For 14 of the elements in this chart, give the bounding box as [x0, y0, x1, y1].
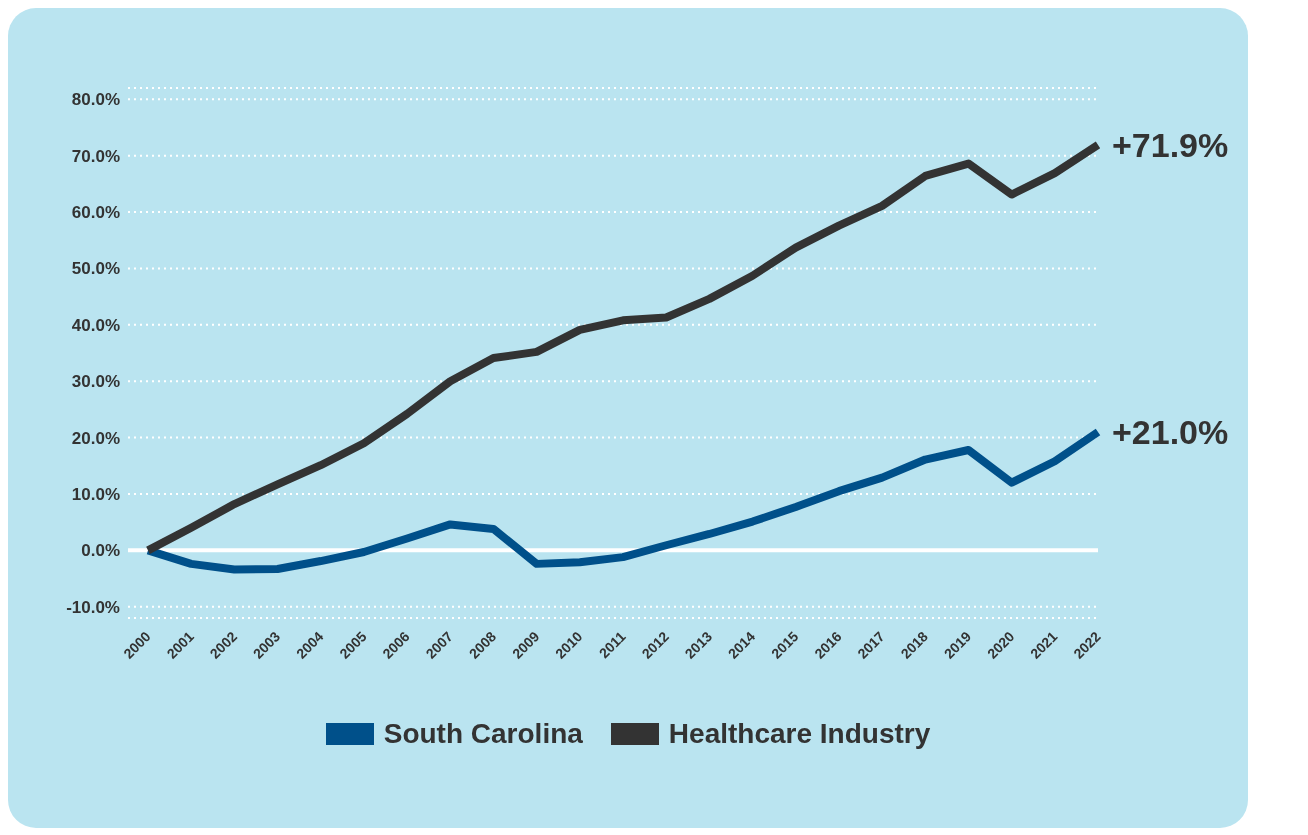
y-tick-label: 30.0% — [71, 372, 120, 392]
y-tick-label: 40.0% — [71, 315, 120, 335]
y-tick-label: 10.0% — [71, 484, 120, 504]
y-tick-label: 20.0% — [71, 428, 120, 448]
y-tick-label: 60.0% — [71, 203, 120, 223]
y-tick-label: -10.0% — [66, 597, 120, 617]
legend-label: South Carolina — [383, 718, 583, 750]
annotation: +71.9% — [1112, 125, 1229, 164]
legend-label: Healthcare Industry — [668, 718, 931, 750]
annotation: +21.0% — [1112, 412, 1229, 451]
y-tick-label: 50.0% — [71, 259, 120, 279]
y-tick-label: 80.0% — [71, 90, 120, 110]
y-tick-label: 0.0% — [81, 541, 120, 561]
y-tick-label: 70.0% — [71, 146, 120, 166]
